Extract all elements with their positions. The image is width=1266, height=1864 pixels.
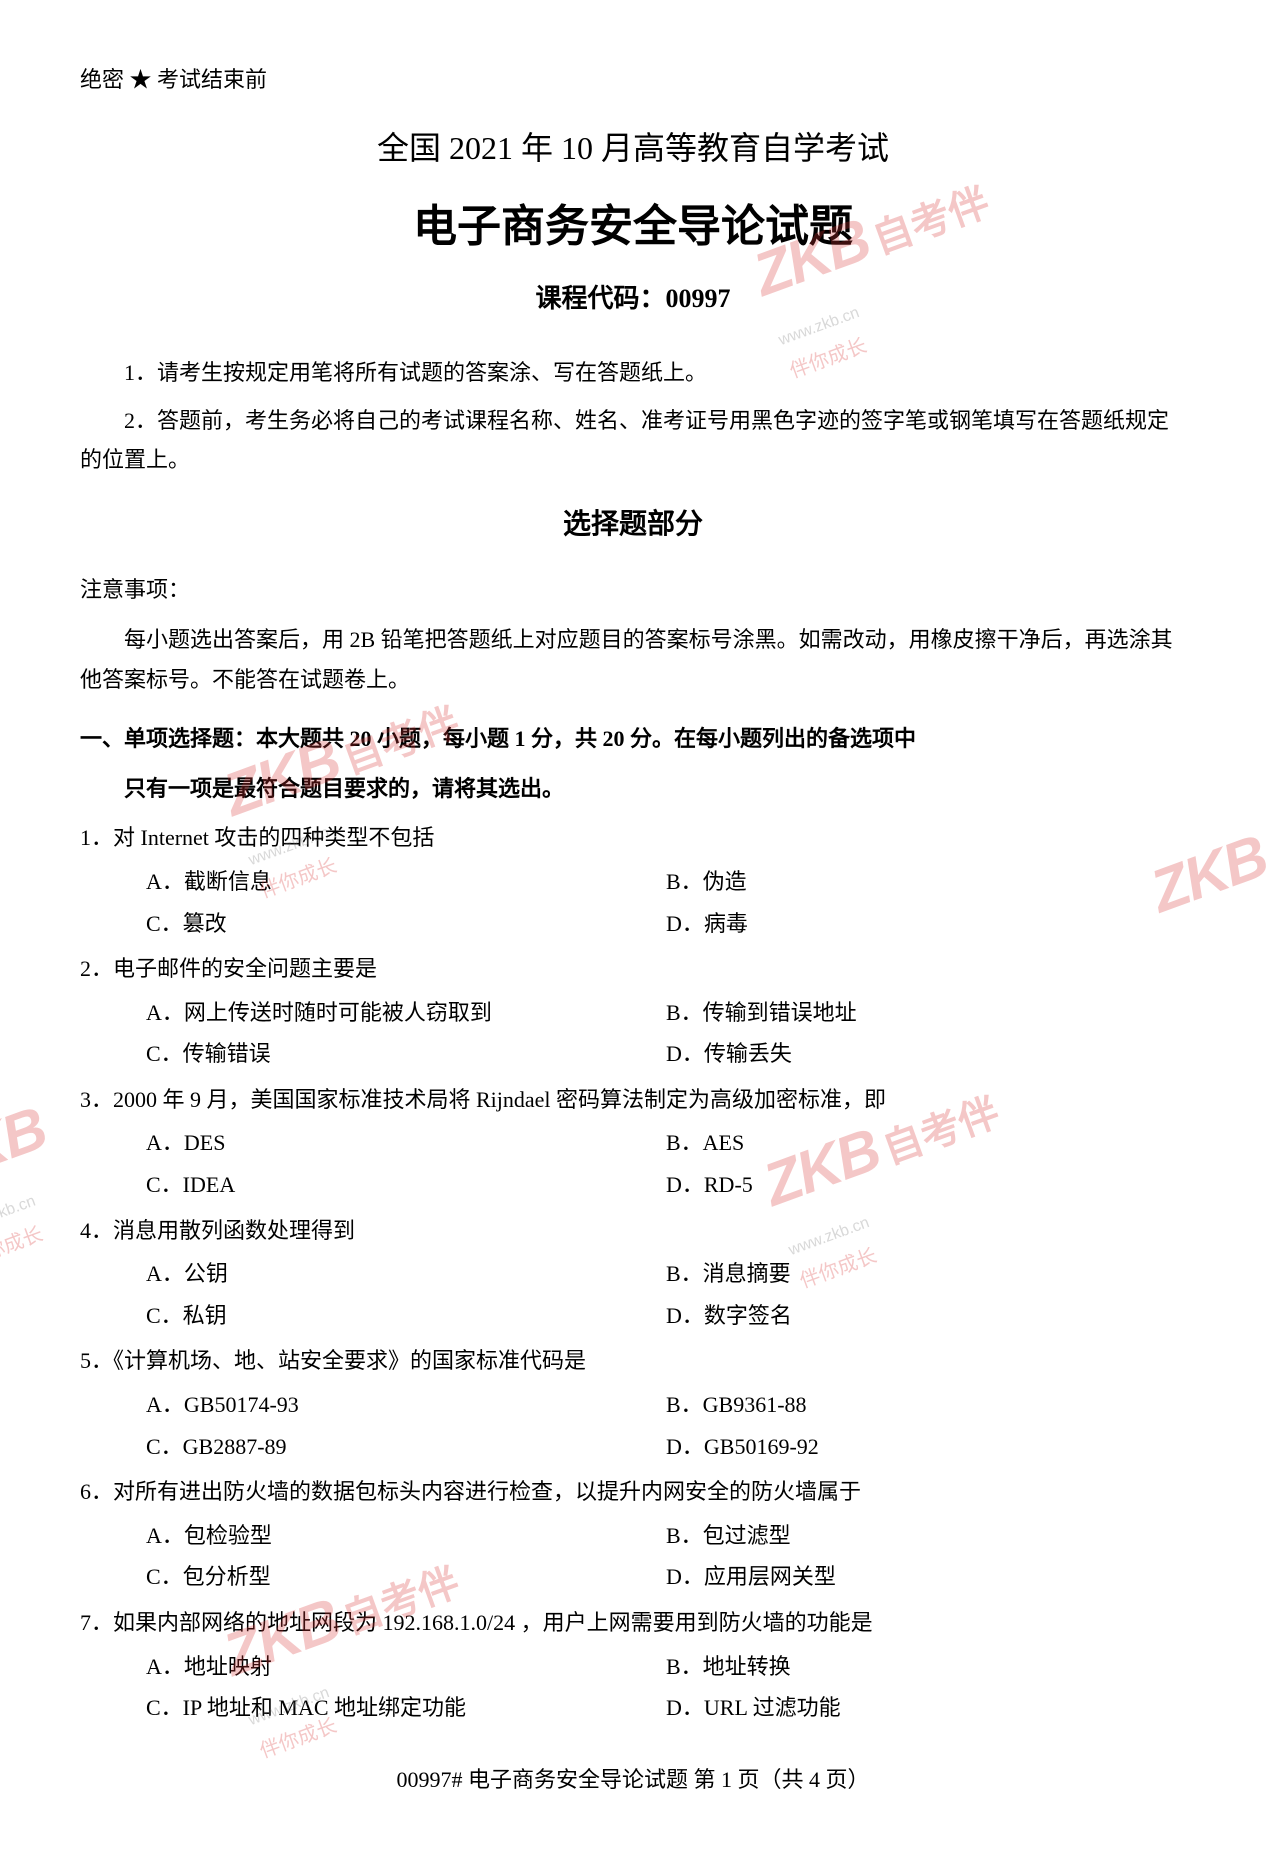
option-b: B．GB9361-88 [666, 1385, 1186, 1425]
option-c: C．包分析型 [146, 1557, 666, 1597]
option-a: A．GB50174-93 [146, 1385, 666, 1425]
question-options: A．网上传送时随时可能被人窃取到 B．传输到错误地址 C．传输错误 D．传输丢失 [80, 993, 1186, 1076]
option-c: C．篡改 [146, 904, 666, 944]
option-a: A．地址映射 [146, 1647, 666, 1687]
option-c: C．私钥 [146, 1296, 666, 1336]
question-stem: 5．《计算机场、地、站安全要求》的国家标准代码是 [80, 1341, 1186, 1381]
watermark-url: www.zkb.cn [0, 1177, 71, 1244]
instruction-1: 1．请考生按规定用笔将所有试题的答案涂、写在答题纸上。 [80, 353, 1186, 393]
option-b: B．地址转换 [666, 1647, 1186, 1687]
question-options: A．截断信息 B．伪造 C．篡改 D．病毒 [80, 862, 1186, 945]
question-stem: 1．对 Internet 攻击的四种类型不包括 [80, 818, 1186, 858]
question-stem: 7．如果内部网络的地址网段为 192.168.1.0/24 ，用户上网需要用到防… [80, 1603, 1186, 1643]
option-a: A．包检验型 [146, 1516, 666, 1556]
exam-title-sub: 电子商务安全导论试题 [80, 187, 1186, 266]
option-d: D．病毒 [666, 904, 1186, 944]
option-d: D．应用层网关型 [666, 1557, 1186, 1597]
option-b: B．AES [666, 1123, 1186, 1163]
notice-text: 每小题选出答案后，用 2B 铅笔把答题纸上对应题目的答案标号涂黑。如需改动，用橡… [80, 620, 1186, 699]
option-b: B．消息摘要 [666, 1254, 1186, 1294]
watermark-tagline: 伴你成长 [0, 1204, 83, 1278]
option-a: A．公钥 [146, 1254, 666, 1294]
question-section-header-1: 一、单项选择题：本大题共 20 小题，每小题 1 分，共 20 分。在每小题列出… [80, 719, 1186, 759]
option-b: B．包过滤型 [666, 1516, 1186, 1556]
option-c: C．GB2887-89 [146, 1427, 666, 1467]
course-code: 课程代码：00997 [80, 276, 1186, 323]
option-d: D．传输丢失 [666, 1034, 1186, 1074]
option-d: D．数字签名 [666, 1296, 1186, 1336]
question-stem: 3．2000 年 9 月，美国国家标准技术局将 Rijndael 密码算法制定为… [80, 1080, 1186, 1120]
option-d: D．URL 过滤功能 [666, 1688, 1186, 1728]
instruction-2: 2．答题前，考生务必将自己的考试课程名称、姓名、准考证号用黑色字迹的签字笔或钢笔… [80, 401, 1186, 480]
page-footer: 00997# 电子商务安全导论试题 第 1 页（共 4 页） [80, 1760, 1186, 1800]
section-title: 选择题部分 [80, 500, 1186, 550]
option-b: B．传输到错误地址 [666, 993, 1186, 1033]
option-c: C．传输错误 [146, 1034, 666, 1074]
question-options: A．包检验型 B．包过滤型 C．包分析型 D．应用层网关型 [80, 1516, 1186, 1599]
option-a: A．截断信息 [146, 862, 666, 902]
question-stem: 4．消息用散列函数处理得到 [80, 1211, 1186, 1251]
question-options: A．GB50174-93 B．GB9361-88 C．GB2887-89 D．G… [80, 1385, 1186, 1468]
question-options: A．公钥 B．消息摘要 C．私钥 D．数字签名 [80, 1254, 1186, 1337]
classification-line: 绝密 ★ 考试结束前 [80, 60, 1186, 100]
question-stem: 2．电子邮件的安全问题主要是 [80, 949, 1186, 989]
option-d: D．RD-5 [666, 1165, 1186, 1205]
option-d: D．GB50169-92 [666, 1427, 1186, 1467]
option-b: B．伪造 [666, 862, 1186, 902]
option-c: C．IP 地址和 MAC 地址绑定功能 [146, 1688, 666, 1728]
option-a: A．DES [146, 1123, 666, 1163]
notice-label: 注意事项： [80, 570, 1186, 610]
question-options: A．DES B．AES C．IDEA D．RD-5 [80, 1123, 1186, 1206]
question-section-header-2: 只有一项是最符合题目要求的，请将其选出。 [80, 769, 1186, 809]
exam-title-main: 全国 2021 年 10 月高等教育自学考试 [80, 120, 1186, 178]
watermark-logo: ZKB [0, 1094, 54, 1197]
option-c: C．IDEA [146, 1165, 666, 1205]
option-a: A．网上传送时随时可能被人窃取到 [146, 993, 666, 1033]
question-stem: 6．对所有进出防火墙的数据包标头内容进行检查，以提升内网安全的防火墙属于 [80, 1472, 1186, 1512]
question-options: A．地址映射 B．地址转换 C．IP 地址和 MAC 地址绑定功能 D．URL … [80, 1647, 1186, 1730]
